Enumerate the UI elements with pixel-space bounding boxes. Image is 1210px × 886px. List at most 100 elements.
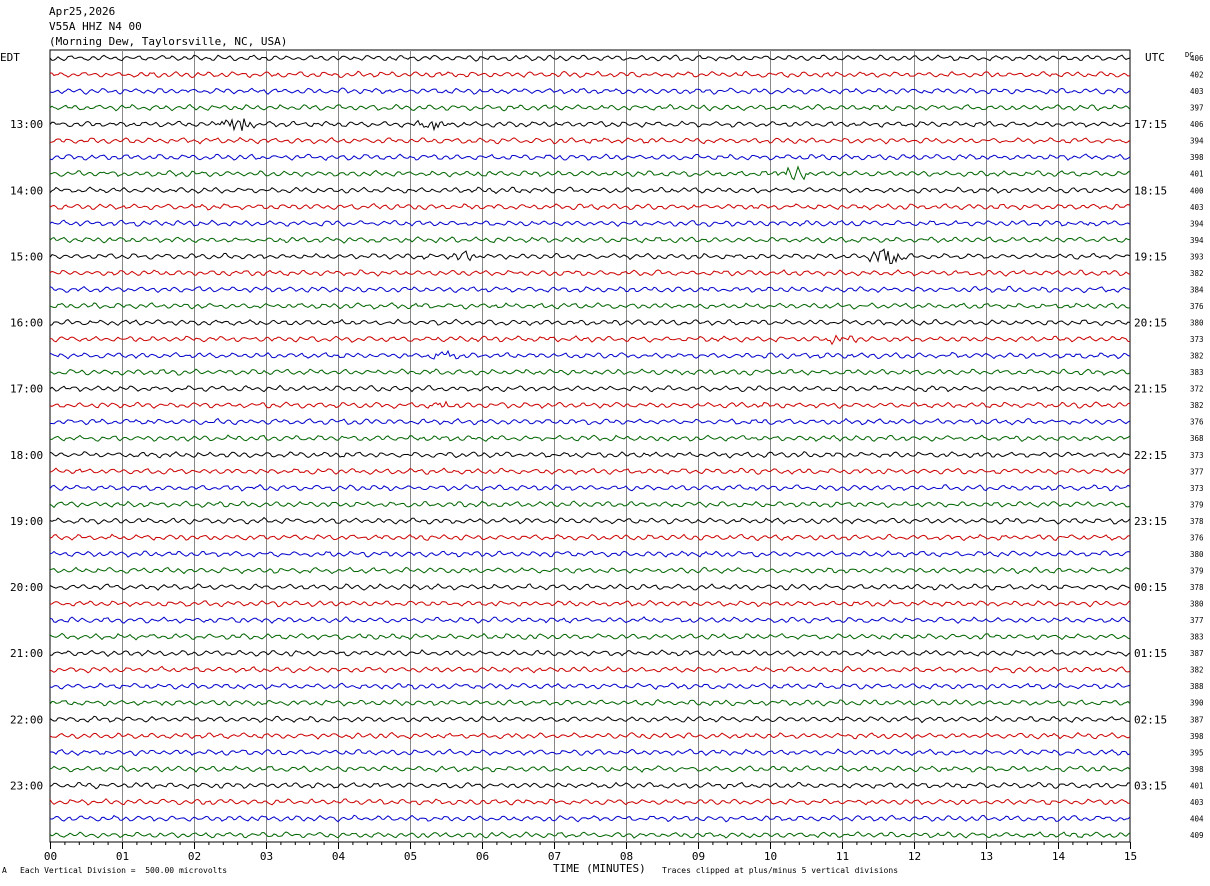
clip-note: Traces clipped at plus/minus 5 vertical … <box>662 866 899 875</box>
dc-offset-label: 394 <box>1190 236 1204 245</box>
left-hour-label: 19:00 <box>10 515 43 528</box>
right-hour-label: 20:15 <box>1134 317 1167 330</box>
seismic-trace <box>49 54 1131 62</box>
right-hour-label: 23:15 <box>1134 515 1167 528</box>
dc-offset-label: 373 <box>1190 484 1204 493</box>
seismic-trace <box>49 550 1131 558</box>
dc-offset-label: 393 <box>1190 252 1204 261</box>
right-hour-label: 03:15 <box>1134 779 1167 792</box>
dc-offset-label: 379 <box>1190 566 1204 575</box>
seismic-trace <box>49 715 1131 724</box>
dc-offset-label: 377 <box>1190 616 1204 625</box>
dc-offset-label: 403 <box>1190 798 1204 807</box>
seismic-trace <box>49 202 1131 211</box>
dc-offset-label: 380 <box>1190 319 1204 328</box>
dc-offset-label: 406 <box>1190 120 1204 129</box>
x-tick-label: 10 <box>764 850 777 863</box>
left-hour-label: 18:00 <box>10 449 43 462</box>
left-hour-label: 20:00 <box>10 581 43 594</box>
dc-offset-label: 379 <box>1190 500 1204 509</box>
left-hour-label: 23:00 <box>10 779 43 792</box>
left-hour-label: 15:00 <box>10 250 43 263</box>
seismic-trace <box>49 583 1131 591</box>
x-tick-label: 03 <box>260 850 273 863</box>
seismic-trace <box>49 219 1131 227</box>
left-hour-label: 13:00 <box>10 118 43 131</box>
x-axis-title: TIME (MINUTES) <box>553 862 646 875</box>
dc-offset-label: 368 <box>1190 434 1204 443</box>
seismic-trace <box>49 318 1131 326</box>
dc-offset-label: 401 <box>1190 781 1204 790</box>
dc-offset-label: 372 <box>1190 385 1204 394</box>
x-tick-label: 04 <box>332 850 346 863</box>
seismic-trace <box>49 599 1131 608</box>
dc-offset-label: 380 <box>1190 550 1204 559</box>
grid <box>49 49 1131 849</box>
left-hour-label: 17:00 <box>10 383 43 396</box>
dc-offset-label: 402 <box>1190 71 1204 80</box>
right-hour-label: 19:15 <box>1134 250 1167 263</box>
seismic-trace <box>49 302 1131 310</box>
dc-offset-label: 383 <box>1190 368 1204 377</box>
scale-mark: A <box>2 866 7 875</box>
seismic-trace <box>49 682 1131 691</box>
x-tick-label: 15 <box>1124 850 1137 863</box>
seismic-trace <box>49 632 1131 641</box>
dc-offset-label: 406 <box>1190 54 1204 63</box>
seismic-trace <box>49 136 1131 145</box>
x-tick-label: 01 <box>116 850 129 863</box>
x-tick-label: 00 <box>44 850 57 863</box>
dc-offset-label: 377 <box>1190 467 1204 476</box>
x-tick-label: 14 <box>1052 850 1066 863</box>
seismic-trace <box>49 566 1131 575</box>
dc-offset-label: 376 <box>1190 418 1204 427</box>
dc-offset-label: 398 <box>1190 153 1204 162</box>
dc-offset-label: 394 <box>1190 137 1204 146</box>
seismic-trace <box>49 400 1131 410</box>
seismic-trace <box>49 186 1131 195</box>
dc-offset-label: 376 <box>1190 533 1204 542</box>
dc-offset-label: 400 <box>1190 186 1204 195</box>
x-tick-label: 06 <box>476 850 489 863</box>
seismic-trace <box>49 269 1131 277</box>
dc-offset-label: 387 <box>1190 649 1204 658</box>
seismic-trace <box>49 616 1131 624</box>
seismic-trace <box>49 765 1131 773</box>
seismic-trace <box>49 434 1131 443</box>
dc-offset-label: 398 <box>1190 732 1204 741</box>
labels: EDT UTC DC 00 01 02 03 04 05 06 07 08 09 10 11 12 13 1… <box>0 51 1204 863</box>
dc-offset-label: 382 <box>1190 352 1204 361</box>
seismic-trace <box>49 153 1131 161</box>
right-hour-label: 00:15 <box>1134 581 1167 594</box>
seismic-trace <box>49 117 1131 132</box>
dc-offset-label: 373 <box>1190 335 1204 344</box>
dc-offset-label: 404 <box>1190 814 1204 823</box>
dc-offset-label: 382 <box>1190 666 1204 675</box>
seismic-trace <box>49 665 1131 674</box>
dc-offset-label: 403 <box>1190 203 1204 212</box>
seismic-trace <box>49 831 1131 839</box>
station-code: V55A HHZ N4 00 <box>49 20 142 33</box>
right-hour-label: 02:15 <box>1134 713 1167 726</box>
dc-offset-label: 382 <box>1190 401 1204 410</box>
x-tick-label: 11 <box>836 850 849 863</box>
seismic-trace <box>49 649 1131 657</box>
x-tick-label: 09 <box>692 850 705 863</box>
plot-frame <box>49 49 1131 843</box>
dc-offset-label: 373 <box>1190 451 1204 460</box>
dc-offset-label: 397 <box>1190 104 1204 113</box>
dc-offset-label: 382 <box>1190 269 1204 278</box>
left-hour-label: 16:00 <box>10 317 43 330</box>
scale-note: Each Vertical Division = 500.00 microvol… <box>20 866 228 875</box>
seismic-trace <box>49 87 1131 95</box>
dc-offset-label: 376 <box>1190 302 1204 311</box>
seismic-trace <box>49 484 1131 492</box>
dc-offset-label: 378 <box>1190 517 1204 526</box>
right-hour-label: 21:15 <box>1134 383 1167 396</box>
left-hour-label: 14:00 <box>10 184 43 197</box>
dc-offset-label: 388 <box>1190 682 1204 691</box>
seismic-trace <box>49 165 1131 181</box>
left-zone-label: EDT <box>0 51 20 64</box>
seismic-trace <box>49 814 1131 823</box>
seismic-trace <box>49 248 1131 265</box>
